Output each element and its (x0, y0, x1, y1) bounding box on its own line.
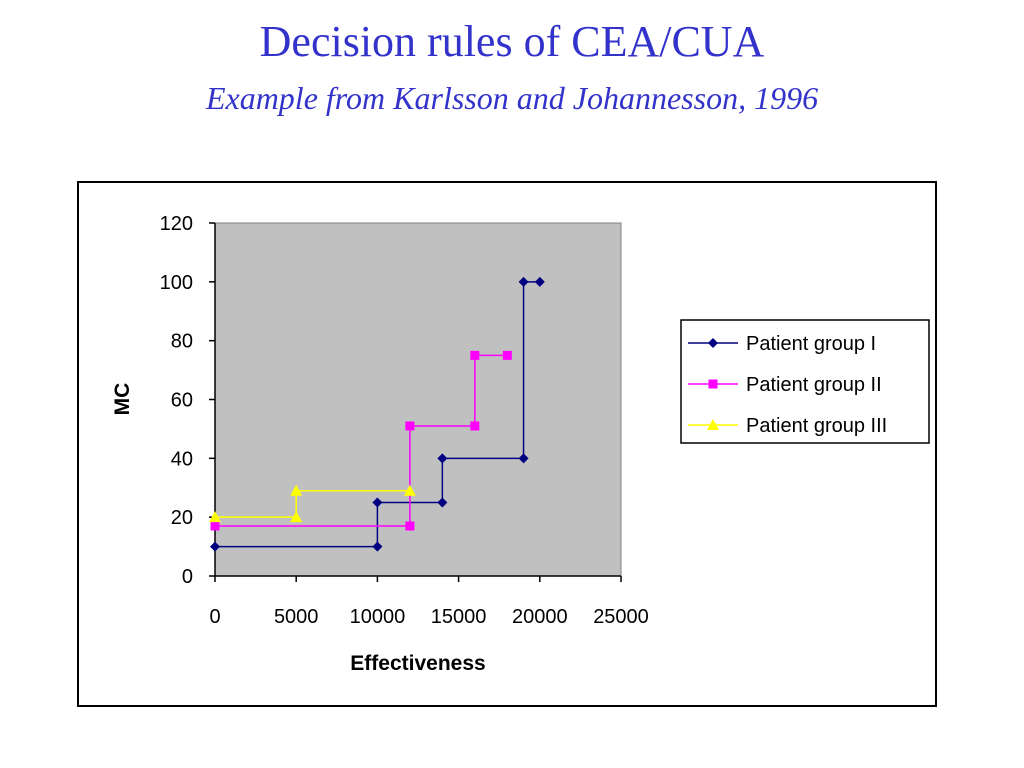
series-line-group-1 (215, 281, 540, 548)
legend-marker-group-3 (707, 419, 719, 430)
y-tick-label: 40 (171, 448, 193, 470)
x-tick-label: 20000 (512, 606, 568, 628)
y-tick-label: 20 (171, 507, 193, 529)
data-point-group-1 (534, 276, 545, 287)
x-tick-label: 15000 (431, 606, 487, 628)
data-point-group-2 (502, 350, 512, 360)
data-point-group-1 (372, 541, 383, 552)
legend-marker-group-2 (708, 379, 718, 389)
slide-subtitle: Example from Karlsson and Johannesson, 1… (205, 80, 819, 116)
data-point-group-3 (403, 484, 416, 496)
legend-label-group-1: Patient group I (746, 333, 876, 355)
series-layer (209, 276, 545, 552)
data-point-group-3 (290, 484, 303, 496)
data-point-group-2 (470, 421, 480, 431)
legend-marker-group-1 (708, 338, 718, 348)
data-point-group-2 (210, 521, 220, 531)
data-point-group-2 (470, 350, 480, 360)
data-point-group-1 (518, 276, 529, 287)
y-tick-label: 80 (171, 331, 193, 353)
data-point-group-3 (209, 511, 221, 523)
legend-label-group-3: Patient group III (746, 415, 887, 437)
plot-area (214, 222, 622, 577)
x-axis-title: Effectiveness (350, 652, 485, 675)
series-line-group-2 (215, 354, 508, 527)
x-tick-label: 5000 (274, 606, 319, 628)
legend: Patient group I Patient group II Patient… (680, 319, 930, 444)
data-point-group-1 (518, 453, 529, 464)
x-tick-label: 10000 (350, 606, 406, 628)
series-line-group-3 (215, 489, 410, 518)
data-point-group-1 (437, 497, 448, 508)
y-tick-label: 60 (171, 390, 193, 412)
data-point-group-1 (437, 453, 448, 464)
slide-title: Decision rules of CEA/CUA (259, 17, 765, 66)
y-tick-label: 120 (160, 213, 193, 235)
x-tick-label: 0 (209, 606, 220, 628)
data-point-group-2 (405, 421, 415, 431)
y-tick-label: 0 (182, 566, 193, 588)
data-point-group-1 (210, 541, 220, 552)
legend-keys (688, 338, 738, 430)
legend-box (680, 319, 930, 444)
legend-label-group-2: Patient group II (746, 374, 882, 396)
y-axis-title: MC (111, 383, 134, 416)
y-tick-label: 100 (160, 272, 193, 294)
x-tick-label: 25000 (593, 606, 649, 628)
data-point-group-3 (290, 511, 303, 523)
data-point-group-1 (372, 497, 383, 508)
data-point-group-2 (405, 521, 415, 531)
